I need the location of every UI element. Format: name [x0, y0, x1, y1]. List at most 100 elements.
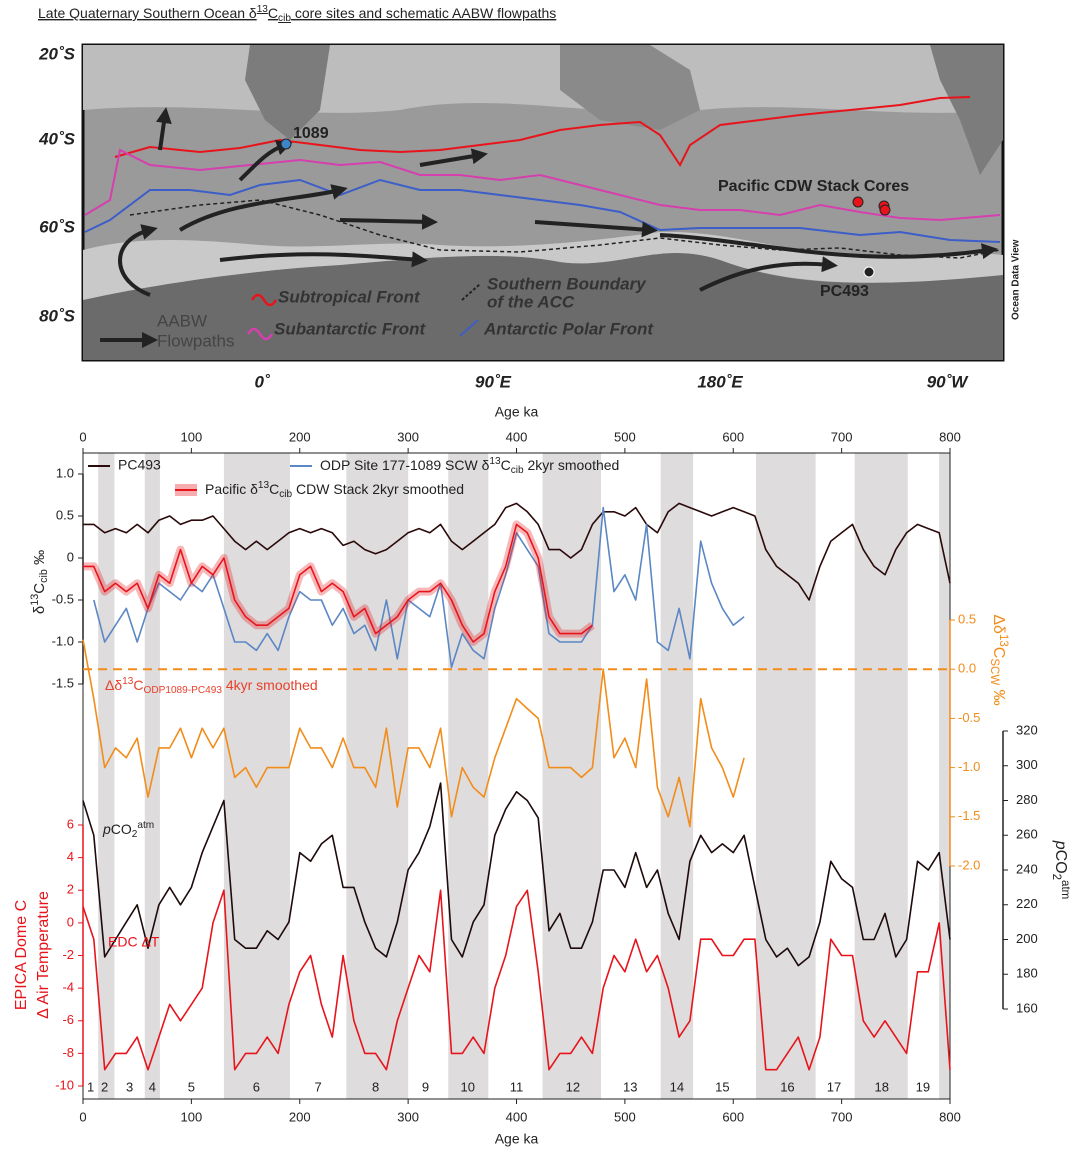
series-line [82, 639, 745, 828]
stage-label: 7 [315, 1079, 322, 1094]
stage-label: 16 [780, 1079, 794, 1094]
stage-label: 11 [510, 1079, 524, 1094]
x-tick-label: 800 [939, 429, 961, 444]
glacial-band [542, 453, 602, 1099]
glacial-band [98, 453, 115, 1099]
legend-label: Flowpaths [157, 331, 234, 350]
text-part: ODP Site 177-1089 SCW δ [320, 457, 490, 473]
y-axis-title: EPICA Dome C [13, 900, 30, 1010]
x-axis-title: Age ka [495, 1131, 539, 1147]
x-tick-label: 400 [506, 429, 528, 444]
stage-label: 18 [874, 1079, 888, 1094]
x-tick-label: 200 [289, 429, 311, 444]
text-part: C [269, 481, 279, 497]
acc-boundary [129, 199, 1001, 259]
legend-label: Southern Boundary [487, 274, 647, 293]
text-part: p [102, 821, 111, 837]
lon-label: 180˚E [697, 372, 743, 391]
x-tick-label: 300 [397, 1109, 419, 1124]
legend-label: PC493 [118, 457, 161, 473]
x-tick-label: 600 [722, 429, 744, 444]
legend-swatch [459, 319, 479, 337]
y-tick-label: 200 [1016, 931, 1038, 946]
glacial-band [660, 453, 694, 1099]
y-tick-label: 180 [1016, 966, 1038, 981]
stage-label: 4 [149, 1079, 156, 1094]
text-part: atm [137, 820, 154, 831]
text-part: Late Quaternary Southern Ocean δ [38, 5, 257, 21]
stage-label: 8 [372, 1079, 379, 1094]
x-axis-title: Age ka [495, 404, 539, 420]
lon-label: 90˚E [475, 372, 512, 391]
stage-label: 17 [827, 1079, 841, 1094]
legend-label: Pacific δ13Ccib CDW Stack 2kyr smoothed [205, 480, 464, 500]
text-part: Pacific δ [205, 481, 258, 497]
y-tick-label: 4 [67, 849, 74, 864]
y-tick-label: -1.5 [52, 675, 74, 690]
x-tick-label: 600 [722, 1109, 744, 1124]
series-line [82, 782, 951, 967]
lat-label: 20˚S [38, 44, 76, 63]
x-tick-label: 500 [614, 429, 636, 444]
time-series: 0010010020020030030040040050050060060070… [13, 404, 1071, 1147]
text-part: C [31, 583, 48, 594]
y-tick-label: 300 [1016, 757, 1038, 772]
text-part: 13 [997, 634, 1009, 647]
legend-label: Antarctic Polar Front [483, 319, 654, 338]
text-part: C [501, 457, 511, 473]
text-part: 13 [489, 456, 501, 467]
subantarctic-front [84, 148, 1001, 222]
legend-swatch [461, 283, 481, 301]
site-label: PC493 [820, 283, 869, 300]
series-line [93, 506, 745, 668]
x-tick-label: 700 [831, 429, 853, 444]
annotation: Δδ13CODP1089-PC493 4kyr smoothed [105, 676, 318, 696]
text-part: cib [38, 569, 50, 583]
legend-label: Subantarctic Front [274, 319, 426, 338]
y-tick-label: 220 [1016, 896, 1038, 911]
x-tick-label: 500 [614, 1109, 636, 1124]
y-tick-label: 160 [1016, 1000, 1038, 1015]
site-pc493 [863, 266, 875, 278]
y-tick-label: -0.5 [52, 591, 74, 606]
y-tick-label: 260 [1016, 827, 1038, 842]
y-tick-label: 0.0 [958, 661, 976, 676]
y-axis-title: Δδ13CSCW ‰ [988, 614, 1009, 705]
y-tick-label: 320 [1016, 722, 1038, 737]
lon-label: 0˚ [254, 372, 270, 391]
lon-label: 90˚W [927, 372, 970, 391]
x-tick-label: 200 [289, 1109, 311, 1124]
legend-label: Subtropical Front [278, 287, 421, 306]
lat-label: 40˚S [38, 129, 76, 148]
text-part: ODP1089-PC493 [144, 685, 223, 696]
text-part: C [990, 647, 1007, 659]
stage-label: 13 [623, 1079, 637, 1094]
annotation: EDC ΔT [108, 934, 160, 950]
south-america [930, 45, 1003, 175]
y-tick-label: -4 [62, 980, 74, 995]
y-tick-label: -6 [62, 1012, 74, 1027]
aabw-arrows [100, 107, 998, 348]
y-tick-label: 2 [67, 882, 74, 897]
y-tick-label: 0 [67, 549, 74, 564]
y-tick-label: -8 [62, 1045, 74, 1060]
text-part: CO [111, 821, 132, 837]
legend-label: of the ACC [487, 292, 575, 311]
site-pacific [879, 204, 891, 216]
site-label: Pacific CDW Stack Cores [718, 178, 909, 195]
map: 20˚S 40˚S 60˚S 80˚S 0˚ 90˚E 180˚E 90˚W 1… [38, 43, 1022, 391]
y-tick-label: -2.0 [958, 857, 980, 872]
series-line [83, 502, 951, 601]
x-tick-label: 100 [181, 1109, 203, 1124]
y-tick-label: 0.5 [958, 611, 976, 626]
legend-swatch [250, 293, 278, 307]
x-tick-label: 100 [181, 429, 203, 444]
africa [245, 45, 330, 140]
stage-label: 12 [566, 1079, 580, 1094]
annotation: pCO2atm [102, 820, 154, 840]
x-tick-label: 800 [939, 1109, 961, 1124]
plot-frame [82, 452, 951, 1100]
legend-label: AABW [157, 311, 207, 330]
